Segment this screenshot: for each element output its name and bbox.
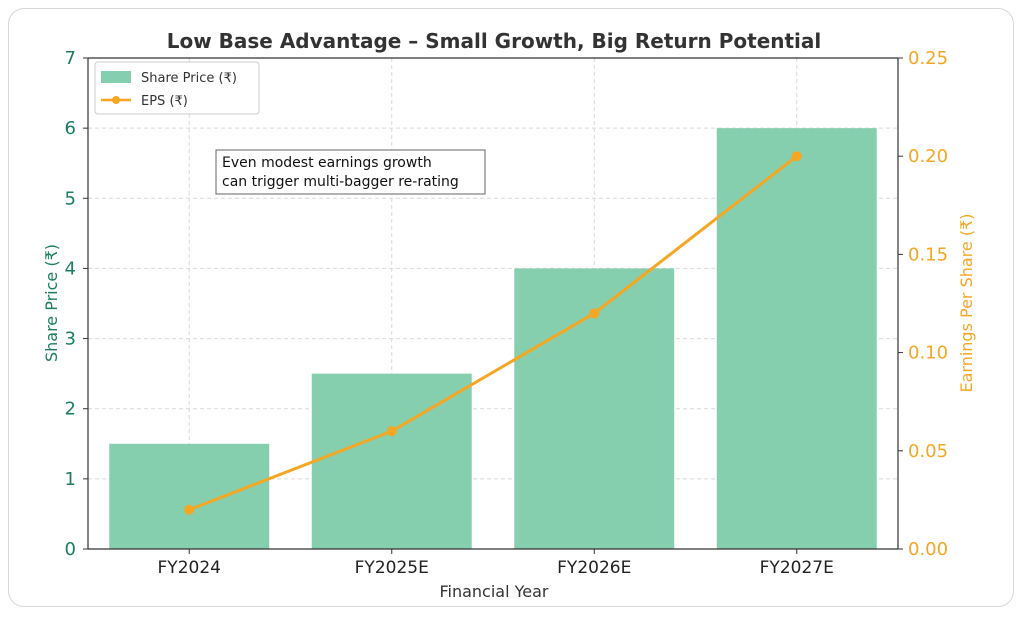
legend-bar-swatch: [101, 71, 131, 83]
legend-box: [94, 61, 260, 115]
eps-line: [184, 151, 802, 515]
right-tick-label: 0.00: [908, 539, 948, 560]
left-tick-label: 1: [65, 469, 76, 490]
eps-point: [791, 151, 802, 162]
left-tick-label: 3: [65, 329, 76, 350]
right-tick-label: 0.05: [908, 441, 948, 462]
eps-line-path: [188, 155, 798, 512]
x-tick-label: FY2024: [158, 558, 221, 578]
x-tick-label: FY2026E: [557, 558, 631, 578]
x-axis-label: Financial Year: [439, 582, 548, 601]
annotation-line-2: can trigger multi-bagger re-rating: [222, 174, 459, 190]
eps-point: [589, 308, 600, 319]
axes: [87, 57, 899, 550]
right-axis-ticks: 0.00 0.05 0.10 0.15 0.20 0.25: [898, 48, 948, 560]
left-tick-label: 0: [65, 539, 76, 560]
eps-point: [184, 504, 195, 515]
legend: Share Price (₹) EPS (₹): [94, 61, 260, 115]
x-tick-label: FY2025E: [355, 558, 429, 578]
x-tick-label: FY2027E: [760, 558, 834, 578]
bar-share-price: [311, 373, 472, 549]
bar-share-price: [716, 128, 877, 549]
bars: [109, 128, 877, 549]
left-tick-label: 2: [65, 399, 76, 420]
y-axis-label: Share Price (₹): [42, 244, 61, 362]
left-tick-label: 7: [65, 48, 76, 69]
chart-title: Low Base Advantage – Small Growth, Big R…: [167, 29, 822, 53]
eps-point: [386, 426, 397, 437]
right-tick-label: 0.15: [908, 244, 948, 265]
legend-label-eps: EPS (₹): [141, 94, 188, 109]
left-axis-ticks: 0 1 2 3 4 5 6 7: [65, 48, 88, 560]
right-tick-label: 0.20: [908, 146, 948, 167]
legend-line-marker: [112, 96, 120, 104]
annotation-line-1: Even modest earnings growth: [222, 155, 432, 171]
left-tick-label: 6: [65, 118, 76, 139]
right-tick-label: 0.25: [908, 48, 948, 69]
right-tick-label: 0.10: [908, 343, 948, 364]
y2-axis-label: Earnings Per Share (₹): [957, 213, 976, 392]
x-axis-ticks: FY2024 FY2025E FY2026E FY2027E: [158, 549, 834, 578]
bar-share-price: [109, 443, 270, 549]
left-tick-label: 5: [65, 188, 76, 209]
annotation-box: [215, 149, 486, 195]
left-tick-label: 4: [65, 258, 76, 279]
legend-label-share-price: Share Price (₹): [141, 71, 237, 86]
annotation: Even modest earnings growth can trigger …: [215, 149, 486, 195]
